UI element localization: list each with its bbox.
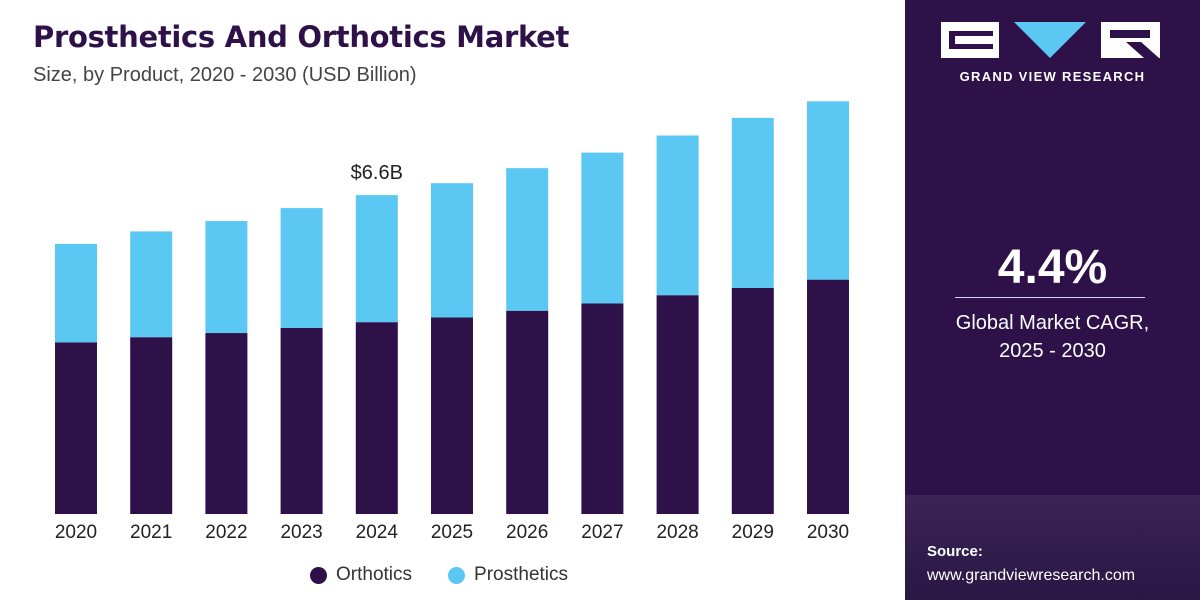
chart-title: Prosthetics And Orthotics Market	[33, 20, 570, 54]
source-label: Source:	[927, 543, 983, 560]
chart-subtitle: Size, by Product, 2020 - 2030 (USD Billi…	[33, 64, 417, 86]
source-background	[905, 495, 1200, 600]
bar-prosthetics-2030	[807, 101, 849, 280]
bar-orthotics-2030	[807, 279, 849, 514]
bar-prosthetics-2024	[355, 195, 398, 323]
bar-orthotics-2028	[656, 295, 699, 514]
legend-swatch-orthotics	[310, 566, 327, 584]
bar-prosthetics-2029	[731, 117, 774, 288]
bar-orthotics-2022	[205, 333, 248, 514]
chart-panel: Prosthetics And Orthotics Market Size, b…	[0, 0, 905, 600]
stacked-bar-chart: 2020 2021 2022 2023 2024 $6.6B 2025 2026 2027 202…	[55, 101, 849, 543]
bar-prosthetics-2025	[431, 183, 473, 318]
bar-prosthetics-2026	[506, 168, 549, 311]
chart-legend: Orthotics Prosthetics	[310, 562, 568, 588]
bar-prosthetics-2028	[656, 135, 699, 296]
legend-swatch-prosthetics	[448, 566, 466, 584]
legend-item-prosthetics: Prosthetics	[448, 564, 568, 586]
info-sidebar: GRAND VIEW RESEARCH 4.4% Global Market C…	[905, 0, 1200, 600]
x-tick-label-2023: 2023	[280, 522, 322, 543]
legend-item-orthotics: Orthotics	[310, 564, 412, 586]
bar-prosthetics-2023	[280, 208, 323, 328]
legend-label-prosthetics: Prosthetics	[474, 564, 569, 585]
brand-name: GRAND VIEW RESEARCH	[959, 69, 1146, 84]
x-tick-label-2028: 2028	[656, 522, 698, 543]
cagr-label: Global Market CAGR, 2025 - 2030	[905, 309, 1200, 365]
bar-prosthetics-2021	[130, 231, 173, 338]
x-tick-label-2027: 2027	[581, 522, 623, 543]
x-tick-label-2030: 2030	[807, 522, 849, 543]
cagr-value: 4.4%	[997, 241, 1108, 294]
bar-orthotics-2025	[431, 317, 473, 514]
cagr-divider	[955, 297, 1145, 298]
legend-label-orthotics: Orthotics	[336, 564, 413, 585]
bar-orthotics-2029	[731, 287, 774, 514]
bar-prosthetics-2027	[581, 152, 624, 304]
bar-orthotics-2024	[355, 322, 398, 514]
bar-orthotics-2023	[280, 327, 323, 514]
x-tick-label-2025: 2025	[431, 522, 473, 543]
x-tick-label-2020: 2020	[55, 522, 97, 543]
source-link[interactable]: www.grandviewresearch.com	[927, 567, 1136, 584]
cagr-label-line1: Global Market CAGR,	[955, 312, 1150, 334]
x-tick-label-2026: 2026	[506, 522, 548, 543]
bar-prosthetics-2022	[205, 221, 248, 334]
data-label-2024: $6.6B	[351, 162, 403, 184]
bar-orthotics-2020	[55, 342, 97, 514]
x-tick-label-2022: 2022	[205, 522, 247, 543]
bar-orthotics-2026	[506, 310, 549, 514]
grand-view-research-logo-icon	[941, 22, 1160, 58]
bar-orthotics-2027	[581, 303, 624, 514]
cagr-label-line2: 2025 - 2030	[999, 340, 1106, 362]
bar-prosthetics-2020	[55, 243, 97, 343]
x-tick-label-2021: 2021	[130, 522, 172, 543]
x-tick-label-2024: 2024	[356, 522, 399, 543]
bar-orthotics-2021	[130, 337, 173, 514]
x-tick-label-2029: 2029	[732, 522, 774, 543]
